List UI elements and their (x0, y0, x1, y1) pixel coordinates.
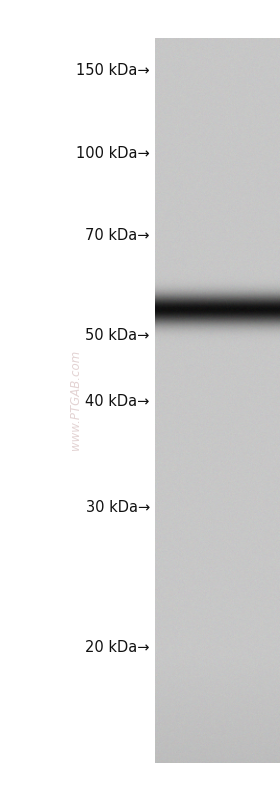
Text: 20 kDa→: 20 kDa→ (85, 640, 150, 654)
Text: 70 kDa→: 70 kDa→ (85, 229, 150, 243)
Text: 100 kDa→: 100 kDa→ (76, 146, 150, 161)
Text: 30 kDa→: 30 kDa→ (86, 500, 150, 515)
Text: 150 kDa→: 150 kDa→ (76, 63, 150, 78)
Text: 40 kDa→: 40 kDa→ (85, 395, 150, 409)
Text: 50 kDa→: 50 kDa→ (85, 328, 150, 343)
Text: www.PTGAB.com: www.PTGAB.com (69, 349, 82, 450)
